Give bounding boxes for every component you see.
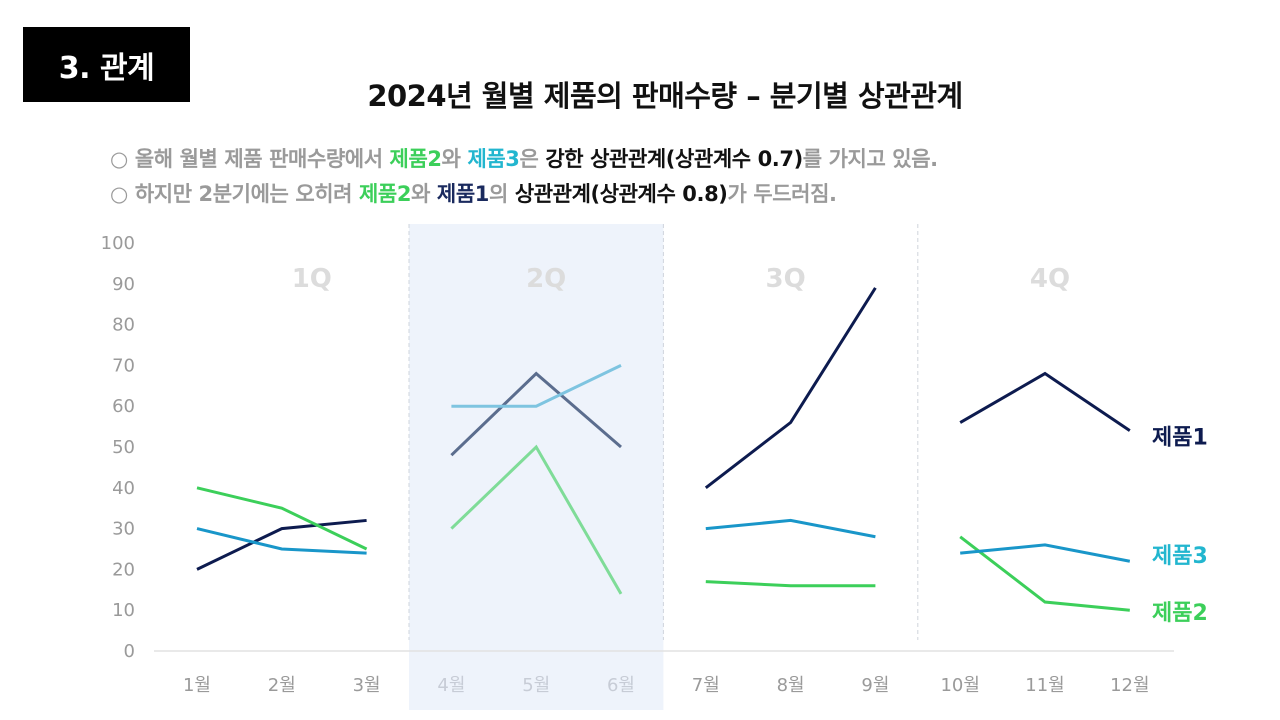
x-tick-label: 8월 (777, 675, 805, 696)
note-2-correlation: 상관관계(상관계수 0.8) (514, 182, 728, 206)
series-line-1-2q (450, 371, 622, 457)
note-1-correlation: 강한 상관관계(상관계수 0.7) (545, 147, 803, 171)
series-line-3-4q (960, 543, 1131, 563)
note-1-text: 은 (519, 147, 546, 171)
series-line-3-2q (451, 364, 622, 408)
note-2-text: 하지만 2분기에는 오히려 (134, 182, 360, 206)
note-2-text: 와 (411, 182, 437, 206)
highlight-band-2q (409, 224, 664, 710)
quarter-label: 4Q (1030, 264, 1070, 294)
x-tick-label: 11월 (1025, 675, 1064, 696)
note-1-text: 와 (441, 147, 468, 171)
series-line-3-1q (196, 527, 367, 555)
y-tick-label: 10 (112, 600, 135, 621)
y-tick-label: 40 (112, 478, 135, 499)
note-2-text: 의 (488, 182, 515, 206)
section-label: 3. 관계 (23, 27, 190, 102)
y-tick-label: 0 (124, 641, 135, 662)
note-1-product3: 제품3 (467, 147, 520, 171)
series-line-1-1q (196, 518, 367, 571)
series-label: 제품2 (1152, 601, 1208, 626)
x-tick-label: 6월 (607, 675, 635, 696)
y-tick-label: 20 (112, 559, 135, 580)
y-tick-label: 80 (112, 315, 135, 336)
series-line-2-3q (705, 580, 876, 588)
bullet-icon: ○ (110, 182, 128, 206)
quarter-label: 2Q (526, 264, 566, 294)
series-label: 제품3 (1152, 544, 1208, 569)
x-tick-label: 7월 (692, 675, 720, 696)
note-1-product2: 제품2 (389, 147, 442, 171)
x-tick-label: 10월 (940, 675, 979, 696)
y-tick-label: 70 (112, 355, 135, 376)
note-1-text: 올해 월별 제품 판매수량에서 (134, 147, 390, 171)
y-tick-label: 100 (101, 233, 135, 254)
series-line-2-2q (450, 444, 623, 595)
series-line-1-4q (959, 371, 1131, 432)
page-title: 2024년 월별 제품의 판매수량 – 분기별 상관관계 (367, 79, 963, 113)
series-line-1-3q (704, 287, 877, 489)
quarter-label: 1Q (292, 264, 332, 294)
note-2: ○ 하지만 2분기에는 오히려 제품2와 제품1의 상관관계(상관계수 0.8)… (110, 178, 837, 208)
bullet-icon: ○ (110, 147, 128, 171)
x-tick-label: 1월 (183, 675, 211, 696)
x-tick-label: 5월 (522, 675, 550, 696)
series-label: 제품1 (1152, 426, 1208, 451)
note-1: ○ 올해 월별 제품 판매수량에서 제품2와 제품3은 강한 상관관계(상관계수… (110, 143, 938, 173)
series-line-2-4q (959, 535, 1130, 612)
note-2-product1: 제품1 (436, 182, 489, 206)
x-tick-label: 4월 (437, 675, 465, 696)
y-tick-label: 30 (112, 519, 135, 540)
note-1-text: 를 가지고 있음. (802, 147, 938, 171)
note-2-text: 가 두드러짐. (727, 182, 837, 206)
y-tick-label: 50 (112, 437, 135, 458)
x-tick-label: 9월 (861, 675, 889, 696)
series-line-3-3q (705, 518, 876, 539)
x-tick-label: 2월 (268, 675, 296, 696)
y-tick-label: 60 (112, 396, 135, 417)
x-tick-label: 12월 (1110, 675, 1149, 696)
series-line-2-1q (196, 486, 368, 551)
quarter-label: 3Q (765, 264, 805, 294)
note-2-product2: 제품2 (359, 182, 412, 206)
x-tick-label: 3월 (353, 675, 381, 696)
y-tick-label: 90 (112, 274, 135, 295)
